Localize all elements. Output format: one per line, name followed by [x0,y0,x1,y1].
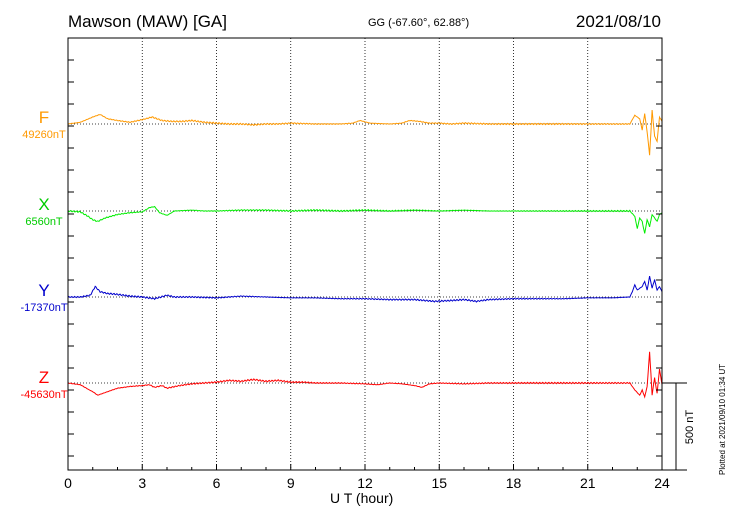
axis-ticks [67,59,663,470]
component-baseline-f: 49260nT [22,129,66,141]
series-line-f [67,109,663,156]
x-tick-label-24: 24 [654,475,670,491]
component-name-f: F [38,108,50,127]
series-line-y [67,276,663,303]
component-baseline-x: 6560nT [25,216,63,228]
x-tick-label-18: 18 [506,475,522,491]
x-tick-label-3: 3 [138,475,146,491]
component-baseline-z: -45630nT [20,389,68,401]
plotted-timestamp: Plotted at 2021/09/10 01:34 UT [718,363,727,475]
component-baseline-y: -17370nT [20,302,68,314]
component-name-x: X [38,195,50,214]
x-tick-label-9: 9 [287,475,295,491]
x-axis-label: U T (hour) [330,490,394,506]
plot-date: 2021/08/10 [575,12,661,31]
component-label-y: Y -17370nT [14,281,74,315]
station-coordinates: GG (-67.60°, 62.88°) [368,17,470,29]
x-tick-label-21: 21 [580,475,596,491]
component-name-y: Y [38,281,50,300]
component-name-z: Z [38,368,50,387]
component-label-z: Z -45630nT [14,368,74,402]
series-group [67,109,663,399]
station-title: Mawson (MAW) [GA] [68,12,227,31]
x-tick-labels: 0 3 6 9 12 15 18 21 24 [64,475,670,491]
x-tick-label-0: 0 [64,475,72,491]
scale-bar-label: 500 nT [684,410,696,445]
x-tick-label-6: 6 [213,475,221,491]
x-tick-label-15: 15 [431,475,447,491]
x-tick-label-12: 12 [357,475,373,491]
component-label-x: X 6560nT [14,195,74,229]
series-line-x [67,205,663,234]
component-label-f: F 49260nT [14,108,74,142]
grid-lines [141,38,589,470]
scale-bar: 500 nT [662,382,696,471]
series-line-z [67,351,663,399]
